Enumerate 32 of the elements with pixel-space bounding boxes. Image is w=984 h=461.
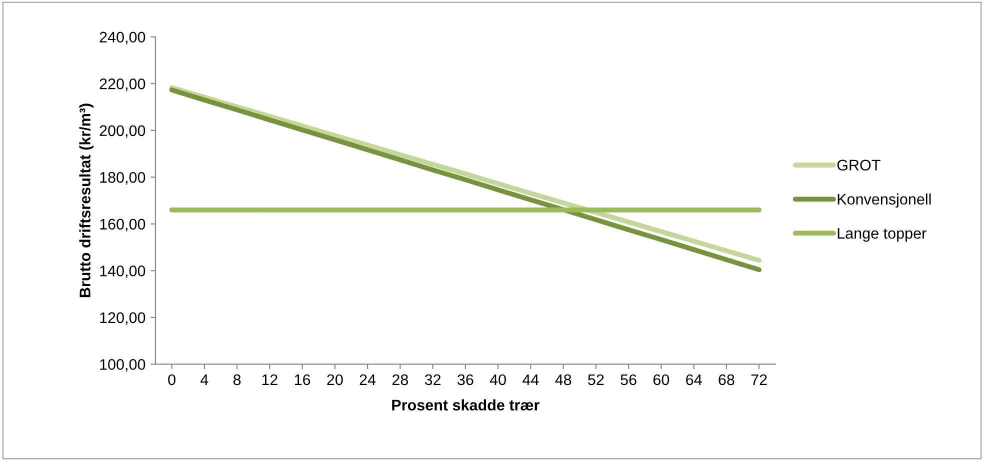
x-tick-label: 56 bbox=[620, 374, 636, 386]
y-axis-title: Brutto driftsresultat (kr/m³) bbox=[79, 104, 94, 298]
x-tick-label: 64 bbox=[686, 374, 702, 386]
x-tick-label: 48 bbox=[555, 374, 572, 386]
x-tick-label: 28 bbox=[392, 374, 408, 386]
legend-label: Lange topper bbox=[838, 228, 926, 242]
y-tick-label: 120,00 bbox=[100, 312, 146, 325]
y-tick-label: 240,00 bbox=[100, 32, 146, 44]
x-tick-label: 4 bbox=[200, 374, 208, 385]
x-tick-label: 16 bbox=[294, 374, 310, 386]
y-tick-label: 140,00 bbox=[100, 266, 146, 278]
legend-label: Konvensjonell bbox=[838, 193, 931, 208]
x-axis-title: Prosent skadde trær bbox=[392, 399, 540, 410]
x-tick-label: 52 bbox=[588, 374, 604, 386]
x-tick-label: 68 bbox=[718, 374, 734, 386]
y-tick-label: 200,00 bbox=[100, 125, 146, 138]
legend-label: GROT bbox=[837, 160, 880, 171]
x-tick-label: 60 bbox=[653, 374, 670, 386]
x-tick-label: 12 bbox=[262, 374, 278, 385]
y-tick-label: 220,00 bbox=[100, 78, 146, 92]
y-tick-label: 160,00 bbox=[100, 218, 146, 232]
x-tick-label: 0 bbox=[168, 374, 176, 386]
y-tick-label: 100,00 bbox=[100, 359, 146, 372]
x-tick-label: 32 bbox=[424, 374, 441, 386]
x-tick-label: 72 bbox=[751, 374, 767, 385]
x-tick-label: 44 bbox=[522, 374, 539, 385]
y-tick-label: 180,00 bbox=[100, 172, 146, 185]
x-tick-label: 20 bbox=[327, 374, 343, 386]
x-tick-label: 36 bbox=[458, 374, 474, 386]
x-tick-label: 8 bbox=[233, 374, 241, 386]
x-tick-label: 40 bbox=[490, 374, 506, 386]
x-tick-label: 24 bbox=[360, 374, 376, 385]
